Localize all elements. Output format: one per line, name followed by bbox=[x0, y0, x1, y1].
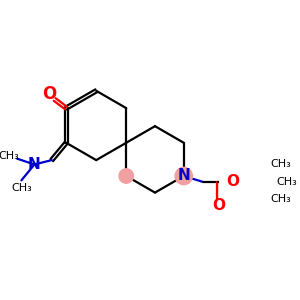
Text: CH₃: CH₃ bbox=[0, 151, 20, 161]
Text: CH₃: CH₃ bbox=[270, 194, 291, 204]
Circle shape bbox=[175, 167, 192, 185]
Circle shape bbox=[119, 169, 134, 183]
Text: CH₃: CH₃ bbox=[11, 183, 32, 193]
Text: O: O bbox=[42, 85, 56, 103]
Text: N: N bbox=[28, 157, 41, 172]
Text: CH₃: CH₃ bbox=[276, 177, 297, 187]
Text: CH₃: CH₃ bbox=[270, 159, 291, 170]
Text: N: N bbox=[177, 169, 190, 184]
Text: O: O bbox=[226, 174, 239, 189]
Text: O: O bbox=[212, 198, 225, 213]
